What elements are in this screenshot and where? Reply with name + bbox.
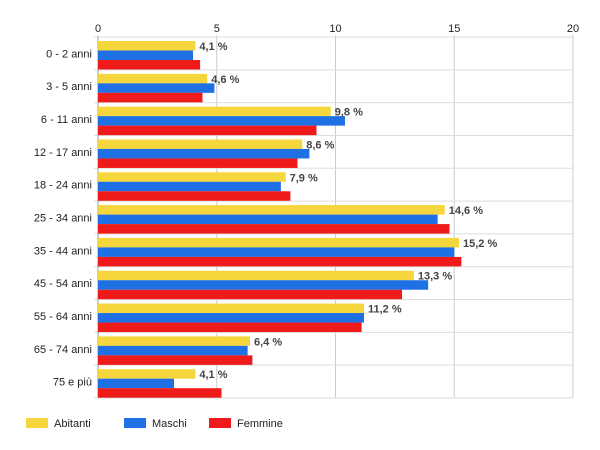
data-labels: 4,1 % 4,6 % 9,8 % 8,6 % 7,9 % 14,6 % 15,2 % 13,… bbox=[199, 41, 497, 381]
bar-abitanti bbox=[98, 106, 331, 117]
bar-femmine bbox=[98, 224, 450, 234]
x-tick-label: 0 bbox=[95, 23, 101, 35]
bars bbox=[98, 41, 462, 398]
data-label: 8,6 % bbox=[306, 139, 334, 151]
bar-maschi bbox=[98, 181, 281, 192]
legend-label: Femmine bbox=[237, 418, 283, 430]
bar-abitanti bbox=[98, 205, 445, 215]
bar-abitanti bbox=[98, 303, 364, 314]
x-tick-label: 10 bbox=[329, 23, 341, 35]
bar-maschi bbox=[98, 378, 174, 389]
category-label: 3 - 5 anni bbox=[46, 81, 92, 93]
x-tick-label: 20 bbox=[567, 23, 579, 35]
category-label: 18 - 24 anni bbox=[34, 180, 92, 192]
category-label: 45 - 54 anni bbox=[34, 278, 92, 290]
bar-femmine bbox=[98, 191, 291, 201]
bar-abitanti bbox=[98, 73, 208, 84]
data-label: 4,1 % bbox=[199, 41, 227, 53]
legend-swatch-abitanti bbox=[26, 418, 48, 428]
x-tick-label: 15 bbox=[448, 23, 460, 35]
bar-abitanti bbox=[98, 172, 286, 182]
bar-abitanti bbox=[98, 41, 196, 51]
data-label: 6,4 % bbox=[254, 336, 282, 348]
bar-maschi bbox=[98, 247, 455, 257]
category-label: 75 e più bbox=[53, 377, 92, 389]
legend-label: Maschi bbox=[152, 418, 187, 430]
legend-label: Abitanti bbox=[54, 418, 91, 430]
bar-maschi bbox=[98, 83, 215, 93]
legend: Abitanti Maschi Femmine bbox=[26, 418, 283, 430]
data-label: 15,2 % bbox=[463, 238, 497, 250]
category-label: 25 - 34 anni bbox=[34, 213, 92, 225]
bar-femmine bbox=[98, 158, 298, 168]
bar-femmine bbox=[98, 289, 402, 300]
bar-femmine bbox=[98, 322, 362, 333]
bar-maschi bbox=[98, 313, 364, 323]
legend-swatch-femmine bbox=[209, 418, 231, 428]
grid-lines bbox=[94, 35, 574, 399]
bar-maschi bbox=[98, 280, 429, 290]
legend-swatch-maschi bbox=[124, 418, 146, 428]
data-label: 13,3 % bbox=[418, 271, 452, 283]
bar-maschi bbox=[98, 50, 193, 60]
bar-maschi bbox=[98, 148, 310, 159]
bar-femmine bbox=[98, 388, 222, 398]
data-label: 7,9 % bbox=[290, 172, 318, 184]
bar-abitanti bbox=[98, 270, 414, 281]
bar-abitanti bbox=[98, 369, 196, 379]
category-label: 6 - 11 anni bbox=[41, 114, 92, 126]
bar-femmine bbox=[98, 355, 253, 365]
category-axis: 0 - 2 anni 3 - 5 anni 6 - 11 anni 12 - 17 a… bbox=[34, 37, 99, 398]
bar-maschi bbox=[98, 116, 345, 126]
category-label: 0 - 2 anni bbox=[46, 48, 92, 60]
data-label: 9,8 % bbox=[335, 107, 363, 119]
bar-femmine bbox=[98, 125, 317, 136]
x-axis-ticks: 0 5 10 15 20 bbox=[95, 23, 579, 35]
bar-femmine bbox=[98, 256, 462, 267]
category-label: 12 - 17 anni bbox=[34, 147, 92, 159]
data-label: 14,6 % bbox=[449, 205, 483, 217]
bar-abitanti bbox=[98, 336, 250, 346]
category-label: 55 - 64 anni bbox=[34, 311, 92, 323]
data-label: 4,6 % bbox=[211, 74, 239, 86]
data-label: 4,1 % bbox=[199, 369, 227, 381]
bar-femmine bbox=[98, 92, 203, 103]
data-label: 11,2 % bbox=[368, 304, 402, 316]
bar-maschi bbox=[98, 214, 438, 225]
category-label: 65 - 74 anni bbox=[34, 344, 92, 356]
bar-maschi bbox=[98, 345, 248, 356]
bar-femmine bbox=[98, 60, 201, 70]
x-tick-label: 5 bbox=[214, 23, 220, 35]
bar-abitanti bbox=[98, 139, 303, 149]
bar-abitanti bbox=[98, 237, 459, 248]
category-label: 35 - 44 anni bbox=[34, 245, 92, 257]
